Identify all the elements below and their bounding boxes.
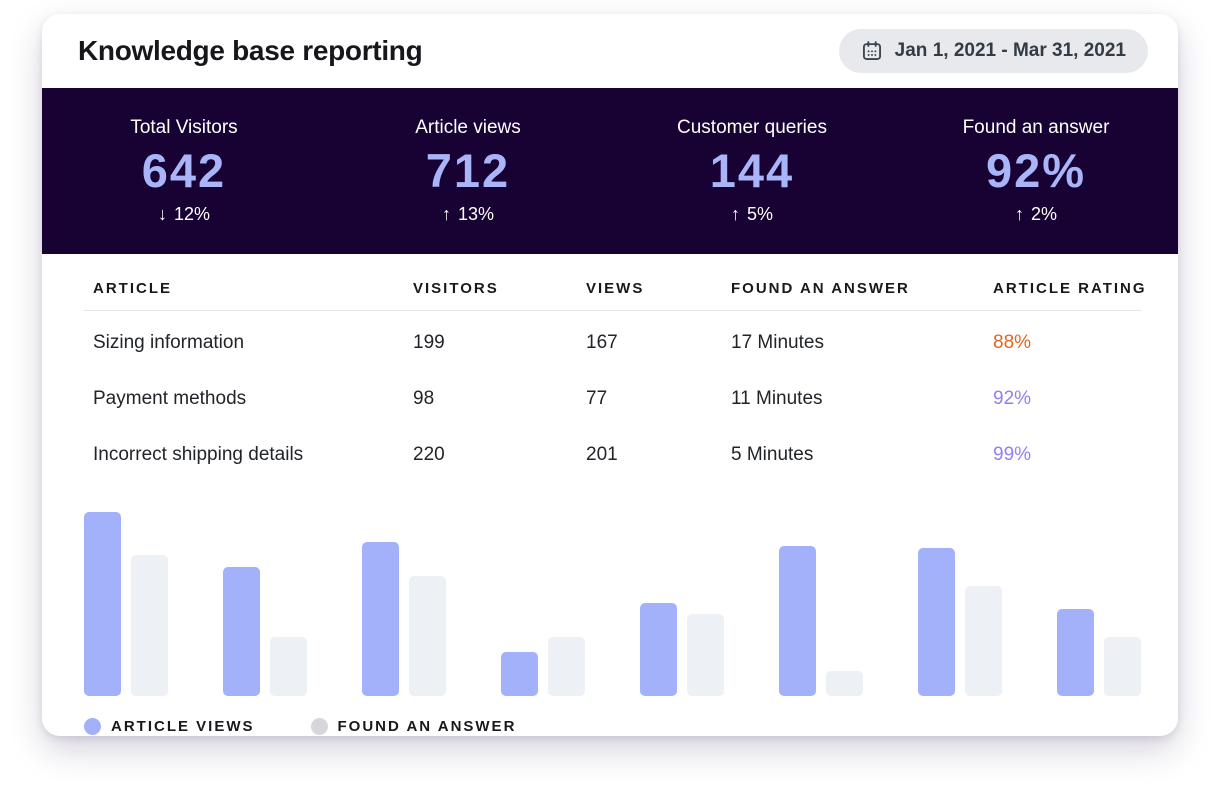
stat-change: ↑ 13% <box>442 204 494 225</box>
stat-card-total-visitors: Total Visitors 642 ↓ 12% <box>42 88 326 254</box>
stats-bar: Total Visitors 642 ↓ 12% Article views 712 ↑ 13… <box>42 88 1178 254</box>
cell-found-an-answer: 11 Minutes <box>731 388 823 409</box>
cell-visitors: 98 <box>413 388 435 409</box>
column-header-visitors: VISITORS <box>413 280 499 297</box>
bar-group <box>1057 506 1141 696</box>
cell-article: Payment methods <box>93 388 247 409</box>
stat-change-value: 12% <box>173 203 211 224</box>
cell-views: 167 <box>586 332 618 353</box>
cell-found-an-answer: 5 Minutes <box>731 444 814 465</box>
page-title: Knowledge base reporting <box>78 35 423 66</box>
bar-article-views <box>84 511 121 696</box>
legend-item-found-an-answer[interactable]: FOUND AN ANSWER <box>310 718 517 735</box>
bar-group <box>918 506 1002 696</box>
report-card: Knowledge base reporting Jan 1, 2021 - M… <box>42 14 1178 736</box>
cell-article: Sizing information <box>93 332 245 353</box>
column-header-article: ARTICLE <box>93 280 172 297</box>
bar-group <box>779 506 863 696</box>
bar-article-views <box>779 545 816 696</box>
stat-change: ↓ 12% <box>158 204 210 225</box>
stat-change-value: 2% <box>1030 203 1057 224</box>
arrow-up-icon: ↑ <box>441 203 451 224</box>
table-row[interactable]: Payment methods 98 77 11 Minutes 92% <box>84 371 1141 427</box>
table-row[interactable]: Sizing information 199 167 17 Minutes 88% <box>84 311 1141 371</box>
bar-group <box>223 506 307 696</box>
bar-found-an-answer <box>687 614 724 696</box>
bar-found-an-answer <box>965 585 1002 696</box>
card-header: Knowledge base reporting Jan 1, 2021 - M… <box>42 14 1178 88</box>
bar-found-an-answer <box>548 637 585 696</box>
calendar-icon <box>861 40 883 62</box>
bar-found-an-answer <box>270 637 307 696</box>
stat-label: Total Visitors <box>130 117 238 139</box>
stat-value: 712 <box>425 144 511 198</box>
cell-visitors: 220 <box>413 444 445 465</box>
bar-group <box>501 506 585 696</box>
table-header-row: ARTICLE VISITORS VIEWS FOUND AN ANSWER ARTIC… <box>84 254 1145 311</box>
bar-article-views <box>1057 608 1094 696</box>
legend-label: ARTICLE VIEWS <box>111 718 255 735</box>
cell-article-rating: 99% <box>993 444 1032 465</box>
date-range-picker[interactable]: Jan 1, 2021 - Mar 31, 2021 <box>838 29 1148 73</box>
bar-article-views <box>918 547 955 696</box>
stat-change: ↑ 2% <box>1015 204 1057 225</box>
legend-item-article-views[interactable]: ARTICLE VIEWS <box>84 718 255 735</box>
stat-value: 144 <box>709 144 795 198</box>
column-header-article-rating: ARTICLE RATING <box>993 280 1147 297</box>
table-body: Sizing information 199 167 17 Minutes 88% Pay… <box>84 311 1141 483</box>
cell-found-an-answer: 17 Minutes <box>731 332 824 353</box>
stat-label: Customer queries <box>677 117 827 139</box>
cell-article-rating: 92% <box>993 388 1032 409</box>
bar-article-views <box>501 652 538 696</box>
stat-card-found-an-answer: Found an answer 92% ↑ 2% <box>894 88 1178 254</box>
stat-value: 92% <box>985 144 1087 198</box>
stat-card-article-views: Article views 712 ↑ 13% <box>326 88 610 254</box>
bar-found-an-answer <box>1104 637 1141 696</box>
cell-visitors: 199 <box>413 332 445 353</box>
bar-group <box>640 506 724 696</box>
report-content: ARTICLE VISITORS VIEWS FOUND AN ANSWER ARTIC… <box>84 254 1145 735</box>
date-range-label: Jan 1, 2021 - Mar 31, 2021 <box>894 40 1126 61</box>
stat-change: ↑ 5% <box>731 204 773 225</box>
stat-label: Found an answer <box>962 117 1110 139</box>
stat-change-value: 13% <box>457 203 495 224</box>
cell-views: 201 <box>586 444 618 465</box>
cell-views: 77 <box>586 388 608 409</box>
column-header-found-an-answer: FOUND AN ANSWER <box>731 280 910 297</box>
bar-chart <box>84 506 1141 696</box>
stat-value: 642 <box>141 144 227 198</box>
legend-label: FOUND AN ANSWER <box>337 718 517 735</box>
table-row[interactable]: Incorrect shipping details 220 201 5 Minute… <box>84 427 1141 483</box>
stat-card-customer-queries: Customer queries 144 ↑ 5% <box>610 88 894 254</box>
stat-label: Article views <box>415 117 521 139</box>
legend-dot-icon <box>310 718 328 735</box>
column-header-views: VIEWS <box>586 280 645 297</box>
arrow-up-icon: ↑ <box>1014 203 1024 224</box>
arrow-up-icon: ↑ <box>730 203 740 224</box>
legend-dot-icon <box>84 718 101 735</box>
bar-article-views <box>223 566 260 696</box>
cell-article: Incorrect shipping details <box>93 444 304 465</box>
bar-found-an-answer <box>826 671 863 696</box>
chart-legend: ARTICLE VIEWS FOUND AN ANSWER <box>84 718 1141 735</box>
cell-article-rating: 88% <box>993 332 1032 353</box>
arrow-down-icon: ↓ <box>157 203 167 224</box>
bar-article-views <box>362 542 399 696</box>
stat-change-value: 5% <box>746 203 773 224</box>
bar-group <box>84 506 168 696</box>
bar-found-an-answer <box>409 576 446 696</box>
bar-group <box>362 506 446 696</box>
bar-article-views <box>640 602 677 696</box>
bar-found-an-answer <box>131 555 168 696</box>
